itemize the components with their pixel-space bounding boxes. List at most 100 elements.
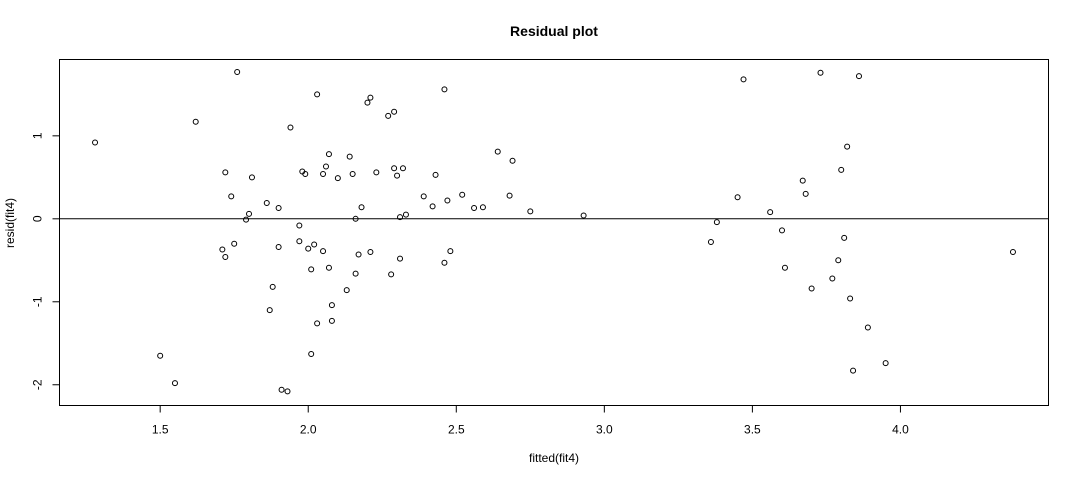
- data-point: [399, 165, 406, 172]
- x-axis-label: fitted(fit4): [529, 451, 579, 465]
- data-point: [320, 171, 327, 178]
- data-point: [346, 153, 353, 160]
- data-point: [334, 175, 341, 182]
- data-point: [402, 211, 409, 218]
- data-point: [314, 320, 321, 327]
- data-point: [305, 245, 312, 252]
- data-point: [325, 151, 332, 158]
- data-point: [829, 275, 836, 282]
- x-tick-label: 4.0: [892, 423, 909, 437]
- data-point: [263, 200, 270, 207]
- data-point: [802, 190, 809, 197]
- data-point: [248, 174, 255, 181]
- data-point: [850, 367, 857, 374]
- data-point: [817, 69, 824, 76]
- data-point: [420, 193, 427, 200]
- x-tick-label: 1.5: [152, 423, 169, 437]
- data-point: [459, 191, 466, 198]
- data-point: [447, 248, 454, 255]
- data-point: [328, 302, 335, 309]
- plot-frame: [59, 59, 1049, 406]
- data-point: [808, 285, 815, 292]
- data-point: [302, 171, 309, 178]
- data-point: [352, 215, 359, 222]
- data-point: [222, 169, 229, 176]
- data-point: [231, 240, 238, 247]
- data-point: [364, 99, 371, 106]
- data-point: [308, 266, 315, 273]
- data-point: [779, 227, 786, 234]
- data-point: [506, 192, 513, 199]
- data-point: [328, 317, 335, 324]
- data-point: [343, 287, 350, 294]
- data-point: [1009, 248, 1016, 255]
- data-point: [388, 271, 395, 278]
- data-point: [444, 197, 451, 204]
- data-point: [841, 234, 848, 241]
- data-point: [882, 360, 889, 367]
- x-tick-label: 3.5: [744, 423, 761, 437]
- data-point: [367, 94, 374, 101]
- data-point: [394, 172, 401, 179]
- x-tick-label: 3.0: [596, 423, 613, 437]
- data-point: [373, 169, 380, 176]
- data-point: [284, 388, 291, 395]
- data-point: [734, 194, 741, 201]
- data-point: [767, 209, 774, 216]
- data-point: [325, 264, 332, 271]
- data-point: [864, 324, 871, 331]
- data-point: [92, 139, 99, 146]
- chart-title: Residual plot: [510, 23, 598, 39]
- x-axis: 1.5 2.0 2.5 3.0 3.5 4.0: [152, 405, 909, 437]
- y-axis: -2 -1 0 1: [31, 132, 60, 390]
- data-point: [243, 216, 250, 223]
- data-point: [278, 386, 285, 393]
- data-point: [358, 204, 365, 211]
- data-point: [157, 352, 164, 359]
- data-point: [228, 193, 235, 200]
- data-point: [479, 204, 486, 211]
- data-point: [527, 208, 534, 215]
- data-point: [171, 380, 178, 387]
- data-point: [234, 68, 241, 75]
- data-point: [471, 205, 478, 212]
- data-point: [835, 257, 842, 264]
- data-point: [397, 255, 404, 262]
- data-point: [781, 264, 788, 271]
- data-point: [192, 118, 199, 125]
- data-point: [320, 248, 327, 255]
- data-point: [322, 163, 329, 170]
- data-point: [275, 244, 282, 251]
- data-point: [266, 307, 273, 314]
- data-point: [838, 166, 845, 173]
- scatter-points: [92, 68, 1016, 395]
- data-point: [308, 351, 315, 358]
- data-point: [494, 148, 501, 155]
- data-point: [707, 239, 714, 246]
- data-point: [219, 246, 226, 253]
- data-point: [367, 248, 374, 255]
- data-point: [441, 259, 448, 266]
- data-point: [391, 108, 398, 115]
- data-point: [275, 205, 282, 212]
- data-point: [391, 165, 398, 172]
- data-point: [287, 124, 294, 131]
- data-point: [349, 171, 356, 178]
- y-tick-label: -1: [31, 296, 45, 307]
- data-point: [311, 241, 318, 248]
- data-point: [385, 112, 392, 119]
- data-point: [855, 73, 862, 80]
- data-point: [246, 210, 253, 217]
- data-point: [432, 171, 439, 178]
- data-point: [352, 270, 359, 277]
- data-point: [509, 157, 516, 164]
- data-point: [847, 295, 854, 302]
- data-point: [296, 222, 303, 229]
- data-point: [355, 251, 362, 258]
- x-tick-label: 2.5: [448, 423, 465, 437]
- data-point: [314, 91, 321, 98]
- data-point: [222, 253, 229, 260]
- data-point: [799, 177, 806, 184]
- y-axis-label: resid(fit4): [3, 198, 17, 248]
